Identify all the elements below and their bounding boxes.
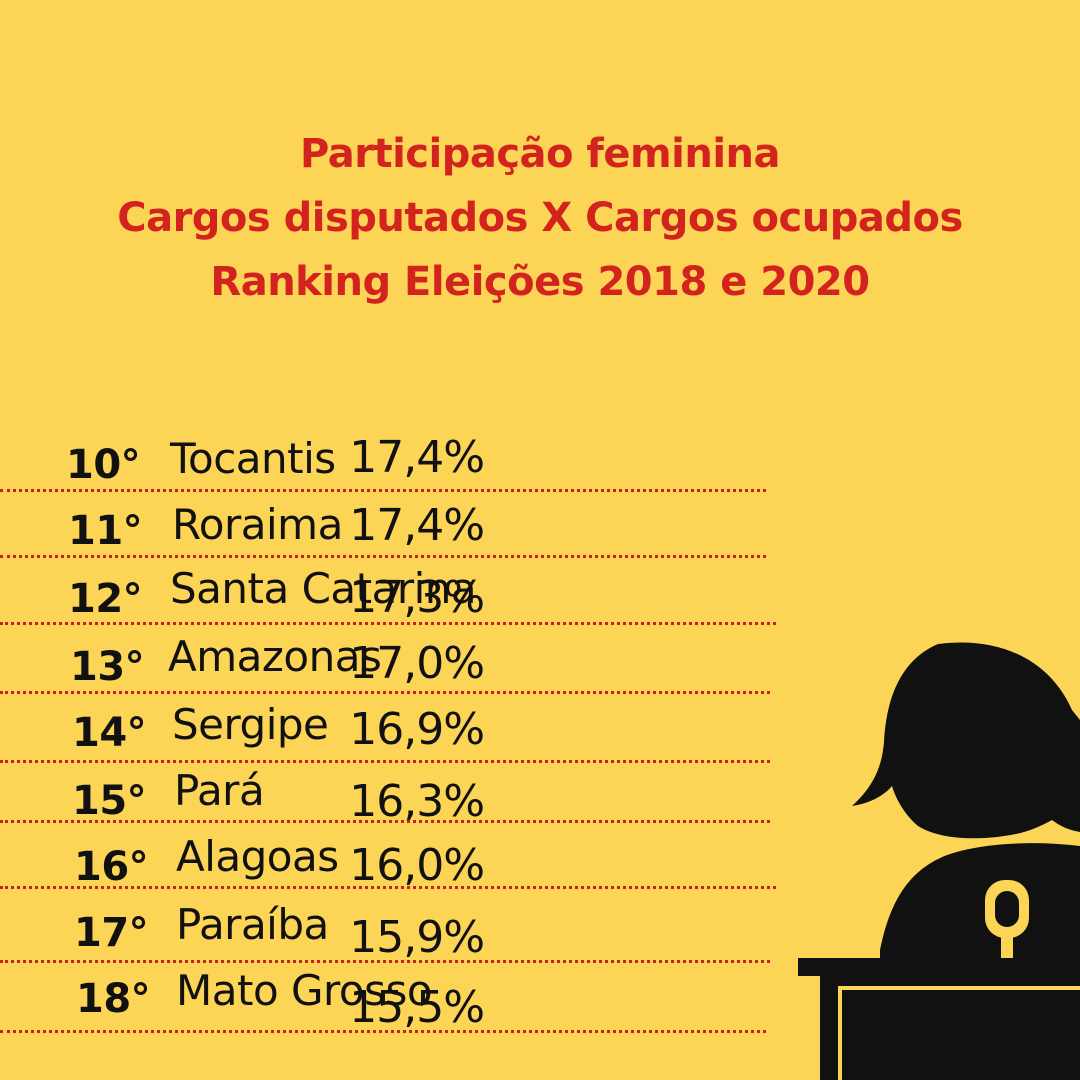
row-divider bbox=[0, 622, 776, 625]
ranking-row: 11° Roraima 17,4% bbox=[0, 496, 800, 562]
row-divider bbox=[0, 886, 776, 889]
row-divider bbox=[0, 489, 766, 492]
rank-number: 13° bbox=[70, 644, 145, 690]
state-name: Alagoas bbox=[176, 832, 339, 881]
title-line-3: Ranking Eleições 2018 e 2020 bbox=[210, 259, 870, 305]
state-name: Tocantis bbox=[170, 434, 336, 483]
state-name: Mato Grosso bbox=[176, 966, 433, 1015]
state-name: Amazonas bbox=[168, 632, 382, 681]
rank-number: 11° bbox=[68, 508, 143, 554]
rank-number: 18° bbox=[76, 976, 151, 1022]
ranking-row: 15° Pará 16,3% bbox=[0, 766, 800, 832]
ranking-row: 12° Santa Catarina 17,3% bbox=[0, 562, 800, 628]
state-name: Pará bbox=[174, 766, 265, 815]
woman-at-podium-icon bbox=[798, 642, 1080, 1080]
rank-number: 12° bbox=[68, 576, 143, 622]
row-divider bbox=[0, 691, 770, 694]
percent-value: 17,3% bbox=[349, 572, 485, 623]
ranking-row: 14° Sergipe 16,9% bbox=[0, 698, 800, 764]
row-divider bbox=[0, 760, 770, 763]
state-name: Paraíba bbox=[176, 900, 329, 949]
rank-number: 10° bbox=[66, 442, 141, 488]
ranking-row: 10° Tocantis 17,4% bbox=[0, 430, 800, 496]
row-divider bbox=[0, 960, 770, 963]
ranking-row: 13° Amazonas 17,0% bbox=[0, 630, 800, 696]
percent-value: 17,4% bbox=[349, 432, 485, 483]
state-name: Santa Catarina bbox=[170, 564, 477, 613]
rank-number: 15° bbox=[72, 778, 147, 824]
percent-value: 17,4% bbox=[349, 500, 485, 551]
ranking-row: 16° Alagoas 16,0% bbox=[0, 830, 800, 896]
rank-number: 16° bbox=[74, 844, 149, 890]
percent-value: 15,5% bbox=[349, 982, 485, 1033]
page-title: Participação feminina Cargos disputados … bbox=[0, 122, 1080, 314]
row-divider bbox=[0, 1030, 766, 1033]
row-divider bbox=[0, 820, 770, 823]
percent-value: 15,9% bbox=[349, 912, 485, 963]
percent-value: 16,9% bbox=[349, 704, 485, 755]
state-name: Sergipe bbox=[172, 700, 329, 749]
rank-number: 14° bbox=[72, 710, 147, 756]
ranking-row: 18° Mato Grosso 15,5% bbox=[0, 966, 800, 1033]
ranking-row: 17° Paraíba 15,9% bbox=[0, 898, 800, 964]
title-line-1: Participação feminina bbox=[299, 131, 781, 177]
row-divider bbox=[0, 555, 766, 558]
percent-value: 16,0% bbox=[349, 840, 485, 891]
percent-value: 16,3% bbox=[349, 776, 485, 827]
rank-number: 17° bbox=[74, 910, 149, 956]
title-line-2: Cargos disputados X Cargos ocupados bbox=[117, 195, 963, 241]
state-name: Roraima bbox=[172, 500, 343, 549]
percent-value: 17,0% bbox=[349, 638, 485, 689]
